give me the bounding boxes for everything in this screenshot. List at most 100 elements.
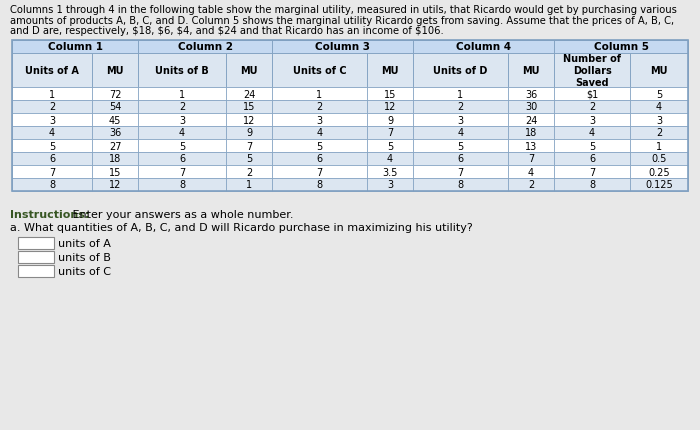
Text: 72: 72 (109, 89, 122, 99)
Text: 8: 8 (457, 180, 463, 190)
Bar (630, 153, 688, 166)
Text: 4: 4 (49, 128, 55, 138)
Text: 6: 6 (457, 154, 463, 164)
Text: Column 5: Column 5 (594, 43, 649, 52)
Bar (413, 88, 508, 101)
Bar (554, 101, 630, 114)
Bar (92, 88, 139, 101)
Text: 15: 15 (109, 167, 121, 177)
Bar (139, 54, 225, 88)
Bar (92, 178, 139, 191)
Bar (12, 101, 92, 114)
Bar (18, 265, 54, 277)
Text: 2: 2 (179, 102, 186, 112)
Text: Instructions:: Instructions: (10, 209, 90, 219)
Text: 8: 8 (316, 180, 323, 190)
Bar (225, 101, 272, 114)
Bar (413, 178, 508, 191)
Text: 4: 4 (589, 128, 595, 138)
Bar (367, 166, 413, 178)
Bar (92, 140, 139, 153)
Bar (92, 54, 139, 88)
Bar (367, 88, 413, 101)
Bar (413, 41, 554, 54)
Text: 6: 6 (179, 154, 186, 164)
Bar (630, 101, 688, 114)
Text: 9: 9 (246, 128, 252, 138)
Bar (508, 166, 554, 178)
Text: 1: 1 (179, 89, 186, 99)
Text: 1: 1 (457, 89, 463, 99)
Text: 8: 8 (49, 180, 55, 190)
Text: Number of
Dollars
Saved: Number of Dollars Saved (563, 53, 621, 88)
Bar (225, 114, 272, 127)
Text: 5: 5 (589, 141, 595, 151)
Text: 5: 5 (656, 89, 662, 99)
Text: Column 2: Column 2 (178, 43, 233, 52)
Text: 54: 54 (109, 102, 121, 112)
Text: 3: 3 (589, 115, 595, 125)
Bar (272, 41, 413, 54)
Bar (367, 114, 413, 127)
Text: 13: 13 (525, 141, 537, 151)
Text: amounts of products A, B, C, and D. Column 5 shows the marginal utility Ricardo : amounts of products A, B, C, and D. Colu… (10, 15, 674, 25)
Text: Units of C: Units of C (293, 66, 346, 76)
Text: 5: 5 (387, 141, 393, 151)
Text: 6: 6 (49, 154, 55, 164)
Bar (367, 101, 413, 114)
Bar (367, 54, 413, 88)
Bar (139, 101, 225, 114)
Text: MU: MU (650, 66, 668, 76)
Text: 2: 2 (246, 167, 252, 177)
Text: units of B: units of B (58, 252, 111, 262)
Bar (272, 153, 367, 166)
Text: Columns 1 through 4 in the following table show the marginal utility, measured i: Columns 1 through 4 in the following tab… (10, 5, 677, 15)
Bar (508, 127, 554, 140)
Bar (630, 54, 688, 88)
Text: 4: 4 (316, 128, 323, 138)
Bar (139, 166, 225, 178)
Bar (413, 101, 508, 114)
Text: 27: 27 (109, 141, 122, 151)
Bar (225, 140, 272, 153)
Text: 3: 3 (316, 115, 323, 125)
Text: 2: 2 (656, 128, 662, 138)
Bar (413, 166, 508, 178)
Text: Units of A: Units of A (25, 66, 79, 76)
Bar (139, 140, 225, 153)
Bar (630, 166, 688, 178)
Bar (139, 88, 225, 101)
Bar (92, 127, 139, 140)
Text: 24: 24 (243, 89, 256, 99)
Bar (554, 54, 630, 88)
Bar (272, 140, 367, 153)
Bar (413, 153, 508, 166)
Bar (12, 178, 92, 191)
Bar (630, 140, 688, 153)
Text: Column 3: Column 3 (315, 43, 370, 52)
Text: 0.25: 0.25 (648, 167, 670, 177)
Text: 7: 7 (589, 167, 595, 177)
Text: MU: MU (382, 66, 399, 76)
Bar (272, 114, 367, 127)
Text: and D are, respectively, $18, $6, $4, and $24 and that Ricardo has an income of : and D are, respectively, $18, $6, $4, an… (10, 26, 444, 36)
Bar (272, 88, 367, 101)
Text: units of A: units of A (58, 239, 111, 249)
Bar (508, 140, 554, 153)
Text: 3: 3 (387, 180, 393, 190)
Bar (92, 166, 139, 178)
Bar (554, 178, 630, 191)
Bar (508, 153, 554, 166)
Text: 5: 5 (316, 141, 323, 151)
Text: 7: 7 (316, 167, 323, 177)
Text: 2: 2 (49, 102, 55, 112)
Text: 0.5: 0.5 (651, 154, 666, 164)
Text: 0.125: 0.125 (645, 180, 673, 190)
Text: 4: 4 (457, 128, 463, 138)
Text: 2: 2 (316, 102, 323, 112)
Text: 36: 36 (525, 89, 537, 99)
Bar (139, 178, 225, 191)
Text: 1: 1 (316, 89, 323, 99)
Text: 15: 15 (384, 89, 396, 99)
Bar (12, 41, 139, 54)
